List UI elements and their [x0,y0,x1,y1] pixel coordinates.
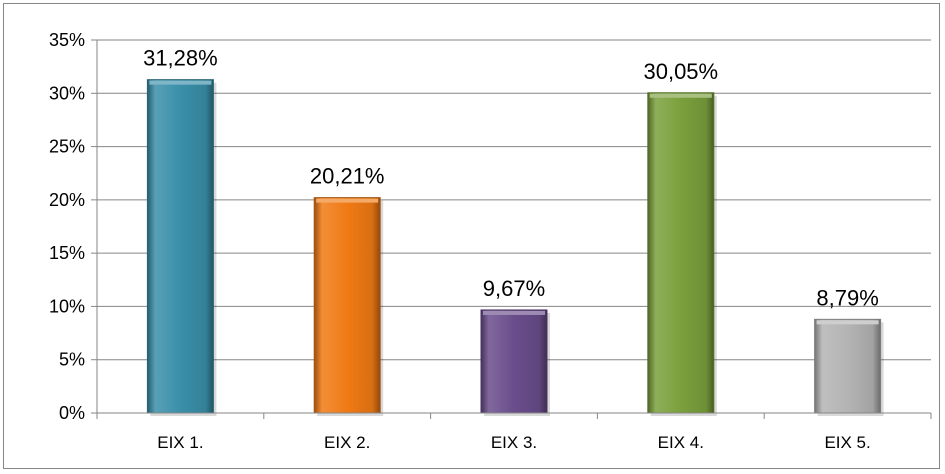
data-label: 31,28% [143,46,218,71]
x-tick-label: EIX 5. [824,433,870,452]
y-tick-label: 20% [49,190,85,210]
x-tick-label: EIX 3. [491,433,537,452]
data-labels: 31,28% 20,21% 9,67% 30,05% 8,79% [143,46,879,311]
data-label: 30,05% [643,59,718,84]
bars [146,79,884,417]
x-tick-label: EIX 4. [658,433,704,452]
axes [96,40,932,419]
bar-1 [146,79,214,414]
x-axis-category-labels: EIX 1. EIX 2. EIX 3. EIX 4. EIX 5. [157,433,871,452]
bar-4 [647,92,715,414]
bar-highlight [649,93,712,98]
bar-highlight [149,80,212,85]
data-label: 9,67% [483,276,545,301]
x-tick-label: EIX 1. [157,433,203,452]
y-axis-tick-labels: 0% 5% 10% 15% 20% 25% 30% 35% [49,30,85,423]
chart-frame: 0% 5% 10% 15% 20% 25% 30% 35% 31,28% 20,21% 9,67%… [3,3,940,469]
bar-5 [814,318,882,414]
bar-2 [313,197,381,414]
y-tick-label: 35% [49,30,85,50]
bar-highlight [483,310,545,315]
y-tick-label: 30% [49,83,85,103]
y-tick-label: 0% [59,403,85,423]
data-label: 8,79% [816,285,878,310]
y-tick-label: 15% [49,243,85,263]
bar-3 [480,309,548,414]
bar-highlight [816,320,879,325]
gridlines [91,39,931,414]
data-label: 20,21% [310,164,385,189]
bar-chart: 0% 5% 10% 15% 20% 25% 30% 35% 31,28% 20,21% 9,67%… [49,30,932,452]
y-tick-label: 10% [49,296,85,316]
x-tick-label: EIX 2. [324,433,370,452]
y-tick-label: 25% [49,137,85,157]
y-tick-label: 5% [59,350,85,370]
bar-highlight [316,198,379,203]
